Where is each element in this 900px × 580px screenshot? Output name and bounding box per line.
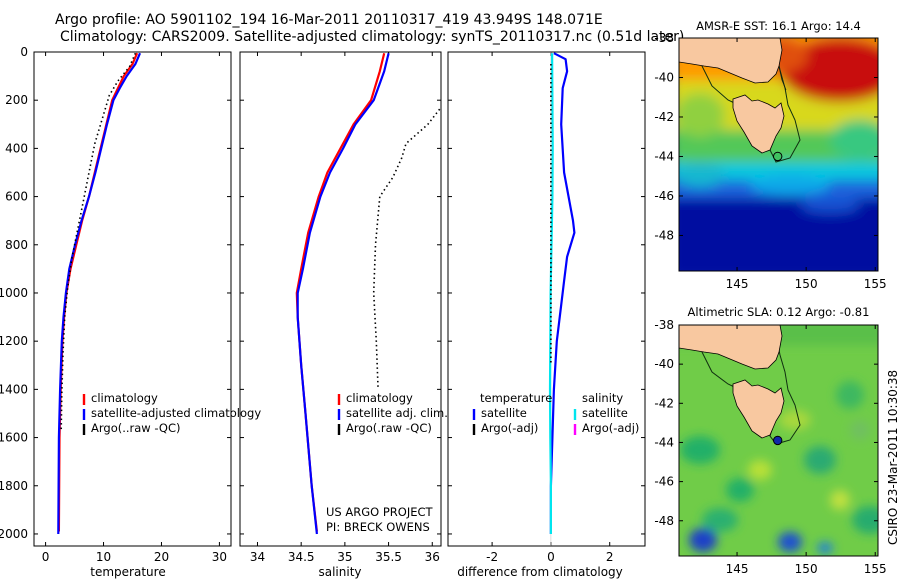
salinity-profile-series-group [295,52,441,535]
salinity-panel-frame [239,51,442,547]
difference-profile-xtick-label: 0 [547,550,555,564]
difference-legend-label: satellite [582,406,628,420]
sst-argo-marker [773,151,783,162]
salinity-profile-xtick-label: 34.5 [288,550,315,564]
temperature-profile-legend-label: climatology [91,391,158,405]
sst-tasmania [732,94,785,154]
sla-tasmania [732,379,785,439]
difference-legend-label: Argo(-adj) [582,421,639,435]
salinity-profile-series-argo-raw-qc- [372,106,441,390]
difference-legend-header-temperature: temperature [480,391,552,405]
temperature-profile-legend-label: satellite-adjusted climatology [91,406,261,420]
salinity-annotation-pi: PI: BRECK OWENS [326,520,430,534]
salinity-profile-legend-label: Argo(.raw -QC) [346,421,432,435]
temperature-profile-xtick-label: 0 [42,550,50,564]
sst-map-lon-label: 155 [864,277,887,291]
temperature-panel-frame [33,51,232,547]
sla-argo-marker [773,435,783,446]
depth-tick-label: 800 [5,238,28,252]
sst-map-lat-label: -48 [654,228,674,242]
depth-tick-label: 1400 [0,382,28,396]
sla-map-title: Altimetric SLA: 0.12 Argo: -0.81 [688,305,870,319]
sla-mainland [679,325,783,370]
sla-map-lat-label: -44 [654,435,674,449]
salinity-profile-xtick-label: 35 [337,550,352,564]
depth-tick-label: 1000 [0,286,28,300]
sla-map [678,324,879,557]
sla-map-lon-label: 145 [726,562,749,576]
depth-tick-label: 0 [20,45,28,59]
sst-map-lon-label: 150 [795,277,818,291]
sst-map [678,37,879,272]
salinity-profile-series-satellite-adj-clim- [296,52,390,535]
sla-map-lat-label: -40 [654,357,674,371]
temperature-profile-series-satellite-adjusted-climatology [57,52,142,535]
depth-tick-label: 400 [5,141,28,155]
difference-profile-xtick-label: -2 [486,550,498,564]
difference-profile-series-group [548,52,576,534]
sla-map-lat-label: -42 [654,396,674,410]
salinity-annotation-project: US ARGO PROJECT [326,505,434,519]
temperature-profile-xlabel: temperature [90,565,165,579]
sst-map-lon-label: 145 [726,277,749,291]
depth-tick-label: 2000 [0,527,28,541]
difference-profile-series-temperature-satellite [549,52,576,534]
figure-title-line2: Climatology: CARS2009. Satellite-adjuste… [60,29,685,45]
depth-tick-label: 1200 [0,334,28,348]
salinity-profile-xtick-label: 34 [250,550,265,564]
sst-mainland [679,38,783,84]
sla-map-lat-label: -46 [654,475,674,489]
depth-tick-label: 1800 [0,479,28,493]
salinity-profile-xtick-label: 36 [425,550,440,564]
temperature-profile-series-argo-raw-qc- [60,52,137,431]
difference-panel-frame [447,51,646,547]
figure-title-line1: Argo profile: AO 5901102_194 16-Mar-2011… [55,12,603,28]
depth-tick-label: 200 [5,93,28,107]
temperature-profile-xtick-label: 20 [154,550,169,564]
temperature-profile-xtick-label: 10 [96,550,111,564]
sst-map-lat-label: -38 [654,31,674,45]
sst-map-lat-label: -44 [654,149,674,163]
sla-map-lon-label: 150 [795,562,818,576]
sst-map-title: AMSR-E SST: 16.1 Argo: 14.4 [696,19,861,33]
difference-legend-header-salinity: salinity [582,391,623,405]
temperature-profile-series-group [57,52,142,535]
temperature-profile-legend-label: Argo(..raw -QC) [91,421,181,435]
difference-profile-xtick-label: 2 [606,550,614,564]
temperature-profile-series-climatology [57,52,139,532]
sst-map-lat-label: -42 [654,110,674,124]
sst-map-lat-label: -46 [654,189,674,203]
difference-legend-label: Argo(-adj) [481,421,538,435]
sla-map-lat-label: -38 [654,318,674,332]
difference-legend-label: satellite [481,406,527,420]
salinity-profile-legend-label: climatology [346,391,413,405]
sst-map-lat-label: -40 [654,70,674,84]
temperature-profile-xtick-label: 30 [212,550,227,564]
difference-profile-xlabel: difference from climatology [457,565,623,579]
sla-map-lon-label: 155 [864,562,887,576]
sla-map-lat-label: -48 [654,514,674,528]
salinity-profile-xtick-label: 35.5 [375,550,402,564]
depth-tick-label: 1600 [0,431,28,445]
depth-tick-label: 600 [5,190,28,204]
salinity-profile-legend-label: satellite adj. clim. [346,406,448,420]
salinity-profile-xlabel: salinity [318,565,361,579]
